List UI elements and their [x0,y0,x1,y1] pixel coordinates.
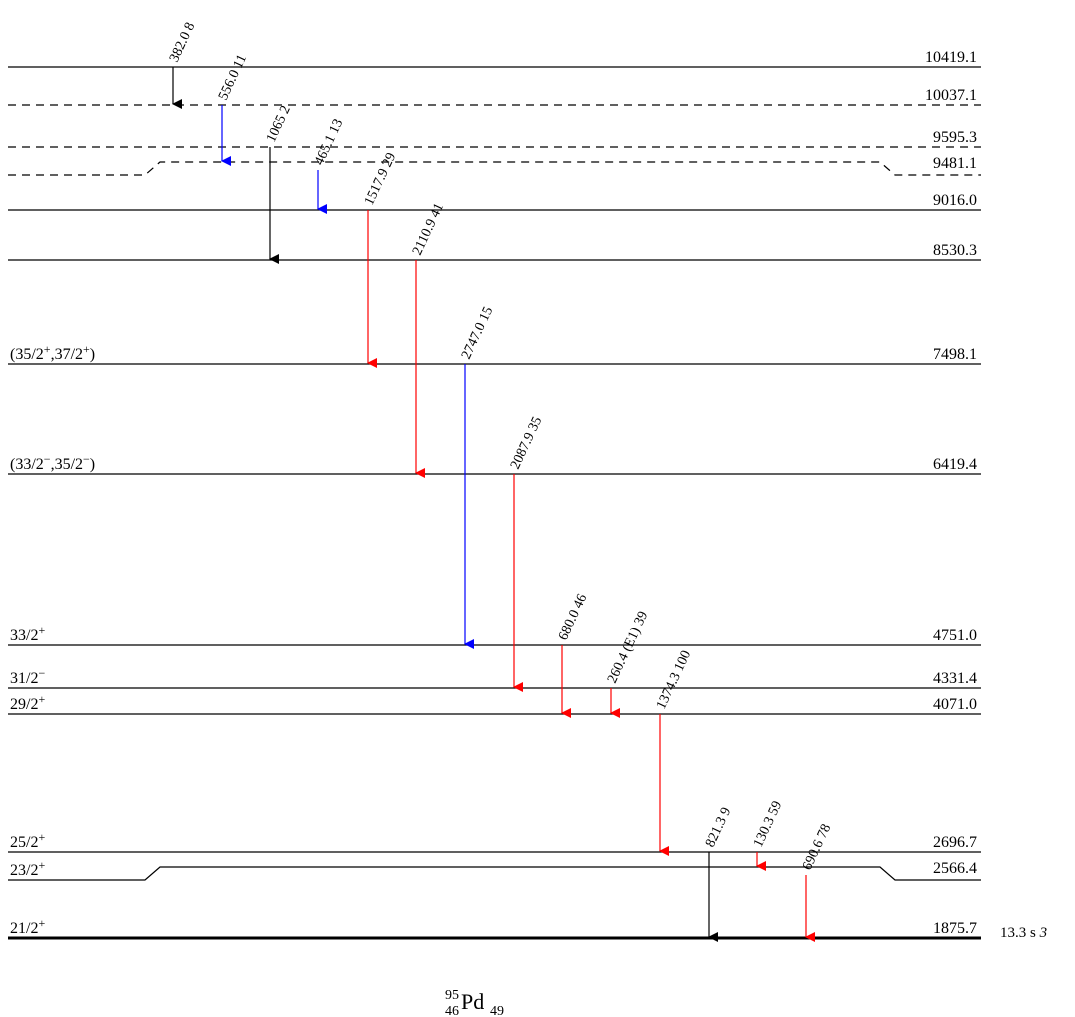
gamma-label: 2087.9 35 [508,415,545,472]
level-spin-parity: 23/2+​ [10,858,45,879]
level: 2566.4 23/2+​ [8,858,981,881]
gamma-transition: 1374.3 100 [654,648,694,856]
gamma-transition: 680.0 46 [556,592,590,718]
level-energy: 6419.4 [933,456,977,473]
gamma-transition: 1065 2 [264,103,294,264]
nucleus-label: 95 46 Pd 49 [445,988,504,1017]
level-spin-parity: 29/2+​ [10,692,45,713]
gamma-label: 1517.9 29 [362,151,399,208]
nucleus-mass-number: 95 [445,988,459,1003]
gamma-transition: 2087.9 35 [508,415,545,692]
level-energy: 9595.3 [933,129,977,146]
level-energy: 4751.0 [933,627,977,644]
gamma-label: 382.0 8 [167,20,198,64]
level-energy: 4331.4 [933,670,977,687]
level: 9016.0 [8,192,981,211]
gamma-label: 2747.0 15 [459,305,496,362]
gamma-label: 556.0 11 [216,52,250,102]
levels-layer: 10419.1 10037.1 9595.3 9481.1 9016.0 8530.3 74… [8,49,1047,941]
gamma-label: 1374.3 100 [654,648,694,711]
gamma-label: 465.1 13 [312,117,346,168]
level-energy: 9016.0 [933,192,977,209]
level: 9481.1 [8,155,981,176]
gamma-transition: 556.0 11 [216,52,250,166]
level: 7498.1 (35/2+​,37/2+​) [8,342,981,365]
gamma-transition: 130.3 59 [751,799,785,871]
level: 4071.0 29/2+​ [8,692,981,715]
level-spin-parity: 21/2+​ [10,916,45,937]
level-line [8,866,981,881]
level: 2696.7 25/2+​ [8,830,981,853]
gamma-transition: 690.6 78 [800,822,834,942]
gamma-transition: 1517.9 29 [362,151,399,368]
level: 10037.1 [8,87,981,106]
gamma-transitions-layer: 382.0 8 556.0 11 1065 2 465.1 13 1517.9 29 21… [167,20,834,942]
level-spin-parity: (35/2+​,37/2+​) [10,342,95,363]
gamma-label: 821.3 9 [703,805,734,849]
level-spin-parity: (33/2−​,35/2−​) [10,452,95,473]
level-energy: 10419.1 [925,49,977,66]
level: 1875.7 21/2+​ 13.3 s 3 [8,916,1047,941]
level-energy: 2696.7 [933,834,977,851]
level: 10419.1 [8,49,981,68]
level-energy: 10037.1 [925,87,977,104]
level-energy: 1875.7 [933,920,977,937]
gamma-transition: 260.4 (E1) 39 [605,609,651,718]
gamma-label: 130.3 59 [751,799,785,850]
level: 8530.3 [8,242,981,261]
level-energy: 4071.0 [933,696,977,713]
nucleus-symbol: Pd [461,989,484,1014]
level-energy: 2566.4 [933,860,977,877]
level-spin-parity: 31/2−​ [10,666,45,687]
level-energy: 8530.3 [933,242,977,259]
level: 6419.4 (33/2−​,35/2−​) [8,452,981,475]
gamma-label: 260.4 (E1) 39 [605,609,651,685]
gamma-label: 680.0 46 [556,592,590,643]
level-spin-parity: 25/2+​ [10,830,45,851]
gamma-transition: 2110.9 41 [410,201,447,478]
gamma-transition: 465.1 13 [312,117,346,214]
gamma-transition: 821.3 9 [703,805,734,942]
gamma-label: 1065 2 [264,103,294,144]
level-energy: 9481.1 [933,155,977,172]
level-spin-parity: 33/2+​ [10,623,45,644]
gamma-transition: 382.0 8 [167,20,198,109]
nucleus-proton-number: 46 [445,1004,459,1017]
gamma-label: 690.6 78 [800,822,834,873]
level-line [8,161,981,176]
level-energy: 7498.1 [933,346,977,363]
level-half-life: 13.3 s 3 [1000,925,1047,941]
level: 9595.3 [8,129,981,148]
nucleus-neutron-number: 49 [490,1004,504,1017]
level: 4751.0 33/2+​ [8,623,981,646]
level: 4331.4 31/2−​ [8,666,981,689]
